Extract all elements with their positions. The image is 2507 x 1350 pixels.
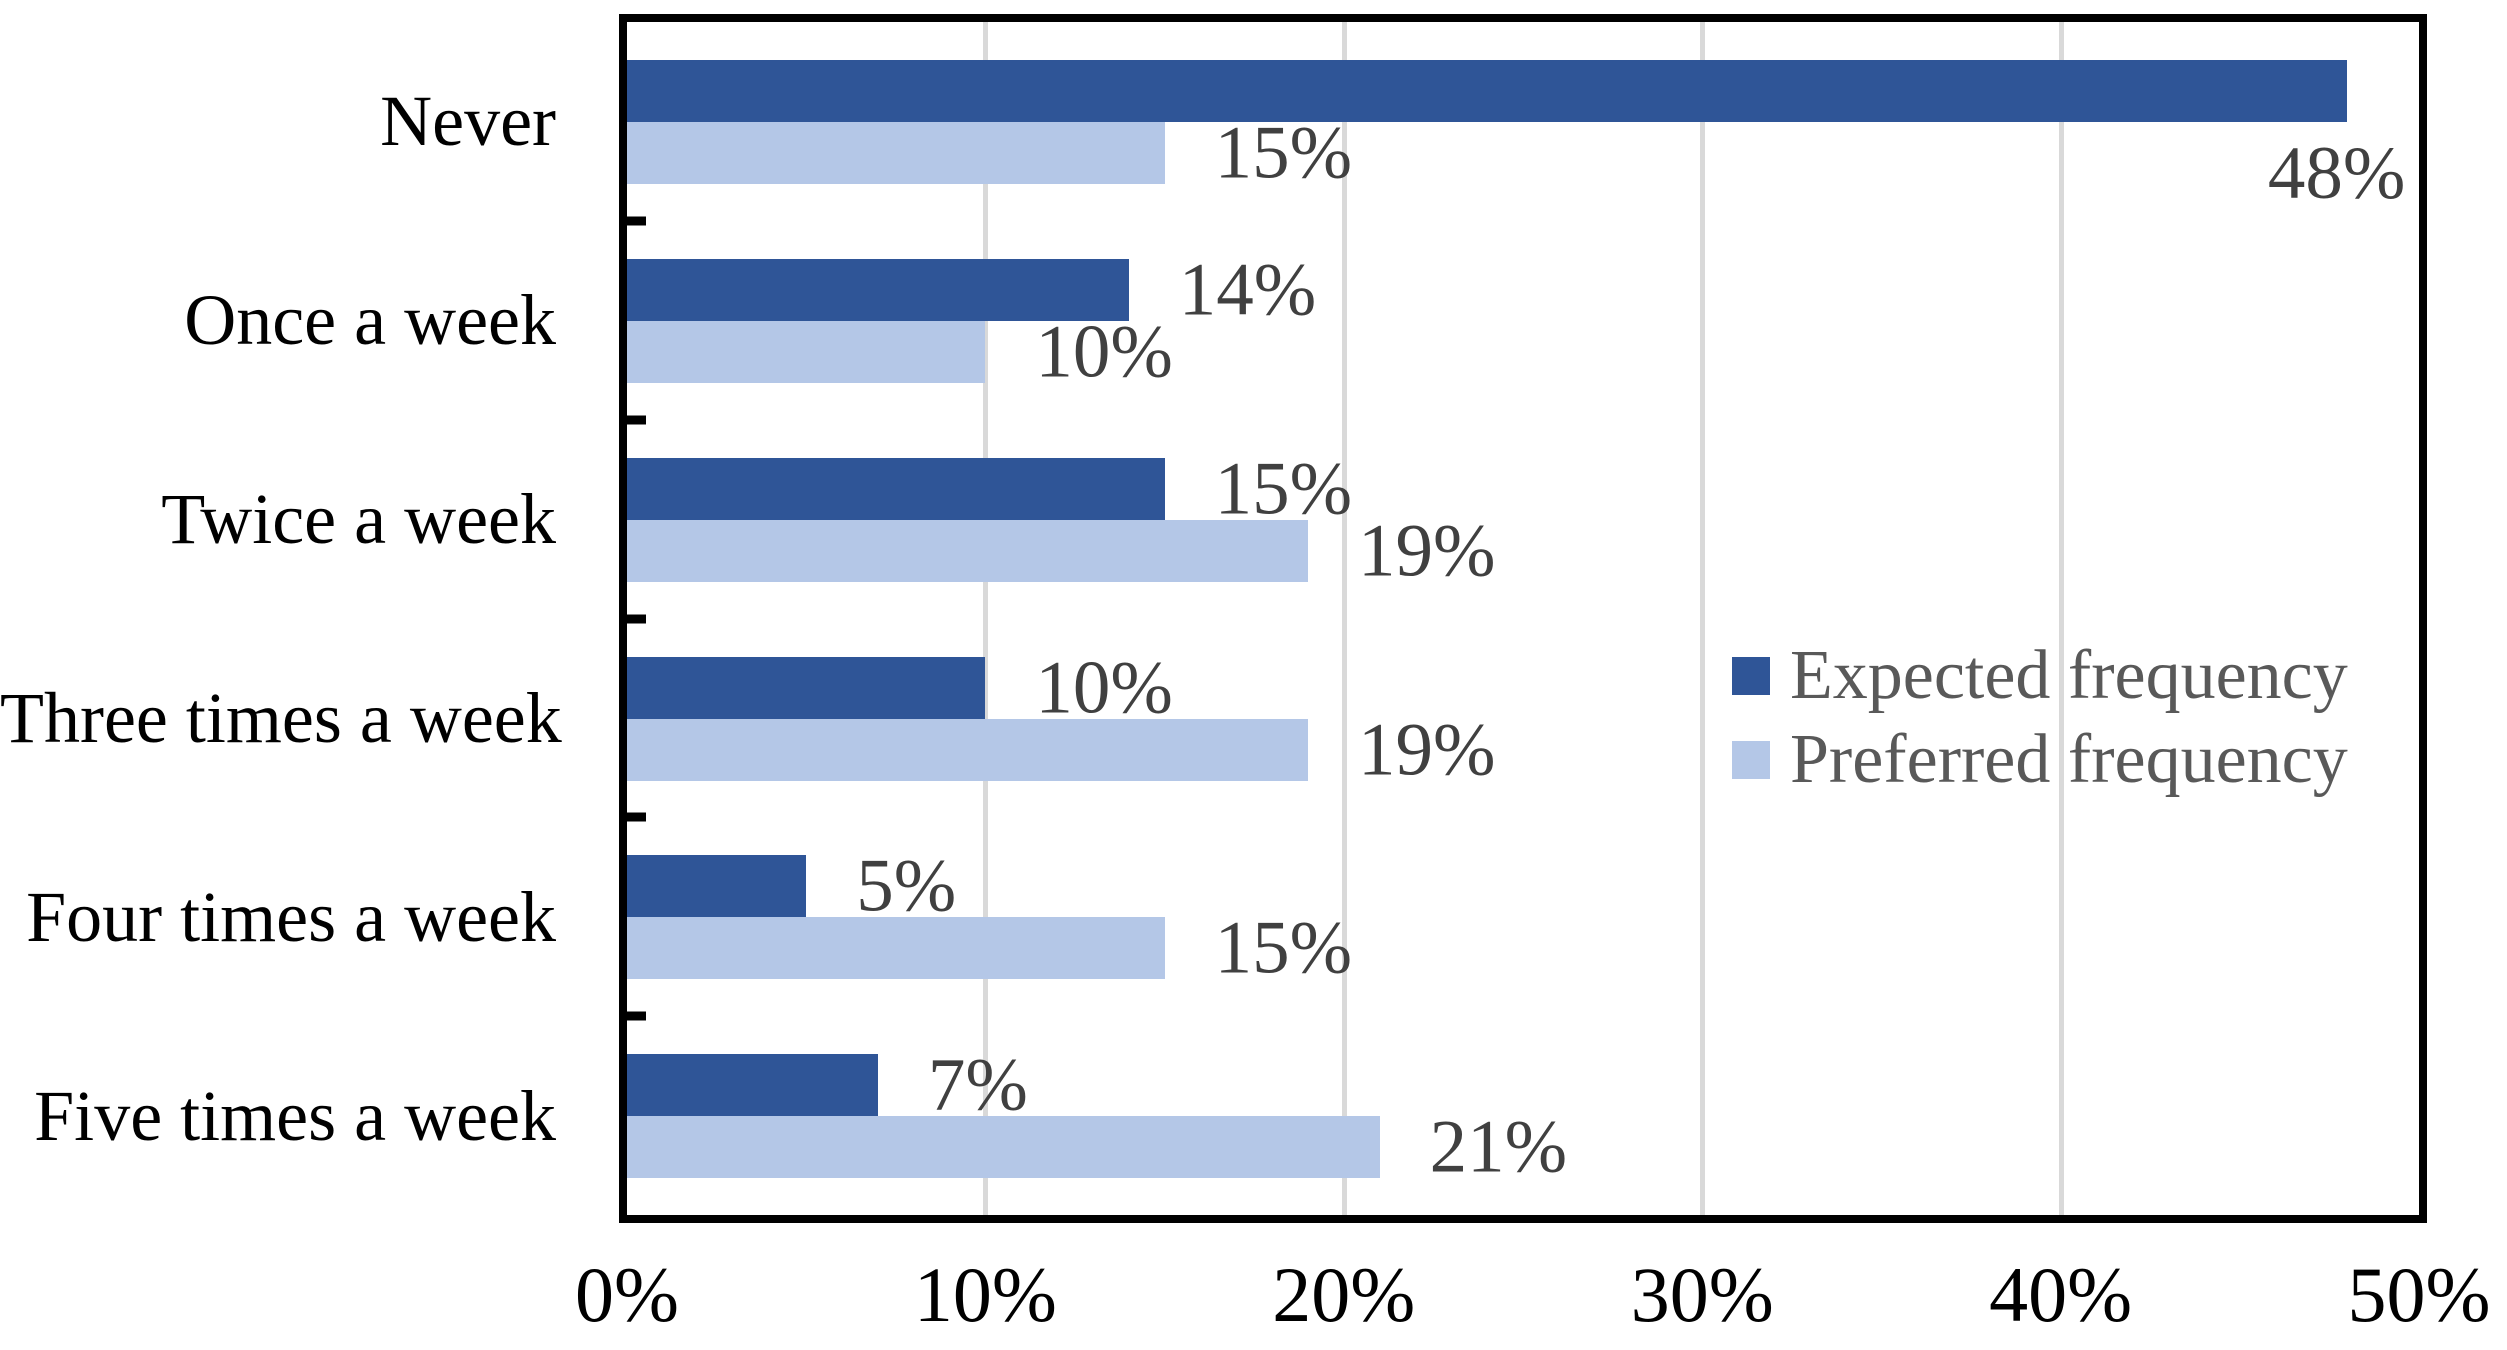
x-axis-tick-label: 40% (1989, 1251, 2133, 1338)
axis-tick (619, 614, 646, 623)
bar-preferred (627, 519, 1308, 582)
x-axis-tick-label: 50% (2347, 1251, 2491, 1338)
data-label: 15% (1214, 906, 1353, 990)
bar-expected (627, 1054, 878, 1117)
category-label: Three times a week (0, 677, 562, 758)
axis-tick (619, 1011, 646, 1021)
x-axis-tick-label: 30% (1630, 1251, 1774, 1338)
data-label: 10% (1035, 646, 1173, 729)
category-label: Five times a week (34, 1075, 556, 1156)
x-axis-tick-label: 20% (1272, 1251, 1416, 1338)
category-label: Never (380, 81, 556, 162)
data-label: 7% (927, 1043, 1028, 1127)
bar-expected (627, 457, 1165, 520)
data-label: 19% (1357, 509, 1496, 593)
legend-item-expected: Expected frequency (1732, 634, 2348, 718)
x-axis-tick-label: 10% (913, 1251, 1057, 1338)
data-label: 19% (1357, 708, 1496, 791)
bar-preferred (627, 320, 986, 383)
data-label: 15% (1214, 111, 1353, 195)
legend-item-preferred: Preferred frequency (1732, 718, 2348, 802)
data-label: 21% (1429, 1105, 1568, 1189)
bar-preferred (627, 1116, 1380, 1179)
data-label: 10% (1035, 310, 1173, 394)
bar-expected (627, 855, 807, 918)
plot-border (619, 14, 2427, 1223)
gridline (983, 22, 989, 1215)
category-label: Once a week (184, 280, 556, 361)
axis-tick (619, 415, 646, 425)
bar-expected (627, 60, 2348, 122)
data-label: 48% (2267, 132, 2406, 215)
axis-tick (619, 812, 646, 822)
legend-label-expected: Expected frequency (1790, 637, 2348, 714)
category-label: Four times a week (26, 876, 556, 957)
gridline (1700, 22, 1706, 1215)
data-label: 14% (1178, 248, 1317, 332)
legend: Expected frequency Preferred frequency (1732, 634, 2348, 802)
gridline (1341, 22, 1347, 1215)
bar-expected (627, 258, 1129, 321)
gridline (2058, 22, 2064, 1215)
category-label: Twice a week (161, 479, 556, 560)
bar-preferred (627, 917, 1165, 980)
legend-swatch-expected-icon (1732, 657, 1770, 695)
bar-expected (627, 656, 986, 719)
legend-swatch-preferred-icon (1732, 741, 1770, 779)
bar-preferred (627, 718, 1308, 781)
x-axis-tick-label: 0% (575, 1251, 679, 1338)
bar-preferred (627, 122, 1165, 184)
axis-tick (619, 216, 646, 226)
data-label: 5% (856, 844, 957, 928)
data-label: 15% (1214, 447, 1353, 531)
legend-label-preferred: Preferred frequency (1790, 721, 2348, 798)
